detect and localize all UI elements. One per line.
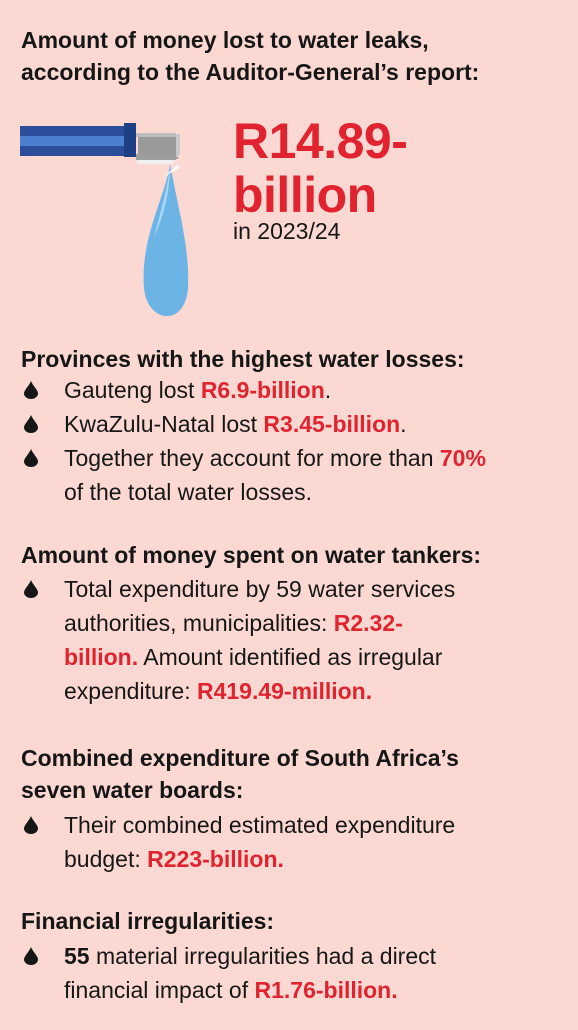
tankers-line-2-text: authorities, municipalities: <box>64 610 334 636</box>
list-item: KwaZulu-Natal lost R3.45-billion. <box>0 407 578 441</box>
tankers-heading: Amount of money spent on water tankers: <box>21 542 482 568</box>
irregularities-line-2-text: financial impact of <box>64 977 255 1003</box>
tankers-line-3-text: Amount identified as irregular <box>138 644 443 670</box>
item-value: R3.45-billion <box>263 411 401 437</box>
list-item: Total expenditure by 59 water services a… <box>0 572 578 708</box>
water-boards-heading: Combined expenditure of South Africa’s s… <box>21 742 459 806</box>
list-item: Their combined estimated expenditure bud… <box>0 808 578 876</box>
water-boards-heading-line-2: seven water boards: <box>21 777 244 803</box>
water-boards-list: Their combined estimated expenditure bud… <box>0 808 578 876</box>
irregularities-heading: Financial irregularities: <box>21 908 275 934</box>
title-line-1: Amount of money lost to water leaks, <box>21 27 429 53</box>
item-suffix: . <box>324 377 332 403</box>
item-text: Together they account for more than <box>64 445 440 471</box>
tankers-total-value-cont: billion. <box>64 644 139 670</box>
item-value: R6.9-billion <box>200 377 325 403</box>
item-value: 70% <box>439 445 486 471</box>
drop-bullet-icon <box>24 381 38 399</box>
irregularities-count: 55 <box>64 943 90 969</box>
total-loss-figure: R14.89- billion <box>233 113 408 223</box>
tankers-list: Total expenditure by 59 water services a… <box>0 572 578 708</box>
tap-pipe-water-drop-icon <box>20 123 189 317</box>
title-line-2: according to the Auditor-General’s repor… <box>21 59 480 85</box>
drop-bullet-icon <box>24 415 38 433</box>
list-item: Together they account for more than 70% … <box>0 441 578 509</box>
drop-bullet-icon <box>24 816 38 834</box>
tankers-line-1: Total expenditure by 59 water services <box>64 576 456 602</box>
page-title: Amount of money lost to water leaks, acc… <box>21 24 479 88</box>
item-text: Gauteng lost <box>64 377 201 403</box>
tankers-irregular-value: R419.49-million. <box>196 678 373 704</box>
provinces-heading: Provinces with the highest water losses: <box>21 346 465 372</box>
total-loss-line-1: R14.89- <box>233 113 408 169</box>
water-boards-budget-value: R223-billion. <box>147 846 284 872</box>
provinces-list: Gauteng lost R6.9-billion. KwaZulu-Natal… <box>0 373 578 509</box>
drop-bullet-icon <box>24 947 38 965</box>
drop-bullet-icon <box>24 580 38 598</box>
water-boards-line-2-text: budget: <box>64 846 148 872</box>
total-loss-line-2: billion <box>233 167 377 223</box>
drop-bullet-icon <box>24 449 38 467</box>
water-boards-line-1: Their combined estimated expenditure <box>64 812 456 838</box>
water-boards-heading-line-1: Combined expenditure of South Africa’s <box>21 745 459 771</box>
item-suffix: . <box>400 411 407 437</box>
irregularities-impact-value: R1.76-billion. <box>254 977 398 1003</box>
tankers-line-4-text: expenditure: <box>64 678 197 704</box>
total-loss-period: in 2023/24 <box>233 218 341 244</box>
list-item: Gauteng lost R6.9-billion. <box>0 373 578 407</box>
list-item: 55 material irregularities had a direct … <box>0 939 578 1007</box>
item-text: KwaZulu-Natal lost <box>64 411 264 437</box>
tankers-total-value: R2.32- <box>333 610 403 636</box>
irregularities-list: 55 material irregularities had a direct … <box>0 939 578 1007</box>
irregularities-line-1-text: material irregularities had a direct <box>89 943 437 969</box>
item-line-2: of the total water losses. <box>64 479 313 505</box>
